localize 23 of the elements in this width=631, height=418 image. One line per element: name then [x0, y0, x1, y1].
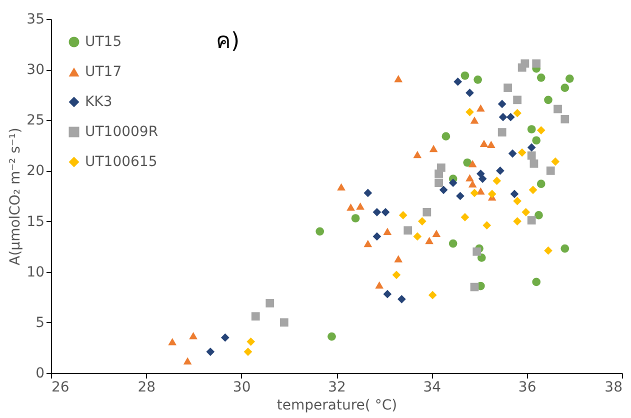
x-tick-label: 26: [52, 380, 70, 396]
y-tick-label: 20: [26, 163, 44, 180]
x-tick-label: 34: [423, 380, 442, 396]
y-tick-label: 15: [26, 214, 44, 230]
legend-label: UT100615: [85, 154, 158, 170]
y-tick-label: 30: [26, 62, 44, 78]
x-tick-label: 32: [328, 380, 346, 396]
annotation: ค): [216, 29, 240, 54]
y-tick-label: 0: [36, 366, 44, 382]
legend-label: UT10009R: [85, 124, 158, 140]
x-tick-label: 36: [518, 380, 536, 396]
legend-label: UT15: [85, 34, 122, 50]
y-tick-label: 25: [26, 112, 44, 129]
legend-label: KK3: [85, 94, 112, 110]
y-tick-label: 10: [26, 264, 44, 280]
y-tick-label: 35: [26, 12, 44, 28]
x-tick-label: 30: [232, 380, 251, 396]
x-tick-label: 28: [138, 380, 156, 396]
y-tick-label: 5: [36, 314, 44, 331]
x-axis-title: temperature( °C): [276, 398, 398, 414]
legend-label: UT17: [85, 64, 122, 80]
y-axis-title: A(μmolCO₂ m⁻² s⁻¹): [8, 128, 24, 266]
x-tick-label: 38: [604, 380, 622, 396]
